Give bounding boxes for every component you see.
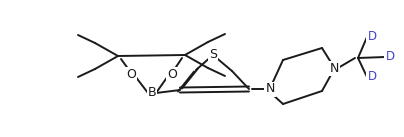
Text: S: S [209, 48, 217, 62]
Text: O: O [126, 68, 136, 81]
Text: O: O [167, 68, 177, 81]
Text: N: N [265, 82, 275, 95]
Text: N: N [329, 62, 339, 75]
Text: B: B [148, 86, 156, 99]
Text: D: D [367, 71, 377, 83]
Text: D: D [385, 51, 395, 64]
Text: D: D [367, 31, 377, 44]
